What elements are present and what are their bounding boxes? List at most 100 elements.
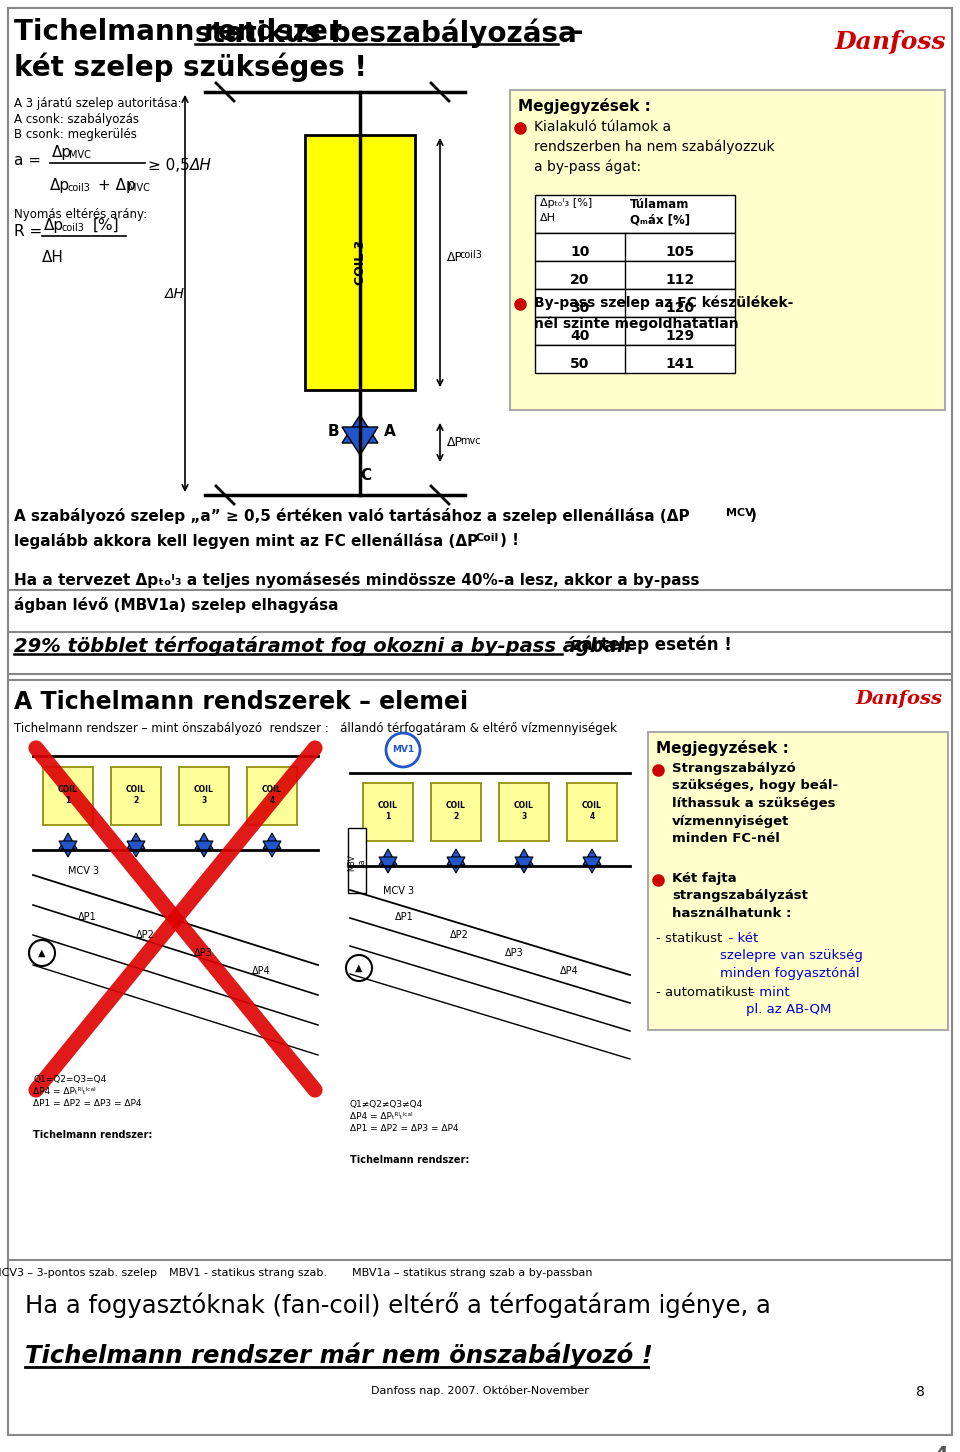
Bar (535, 317, 735, 346)
Text: MV1: MV1 (392, 745, 414, 755)
Text: ágban lévő (MBV1a) szelep elhagyása: ágban lévő (MBV1a) szelep elhagyása (14, 597, 339, 613)
Polygon shape (263, 833, 281, 849)
Text: ΔP1: ΔP1 (78, 912, 97, 922)
Text: MCV3 – 3-pontos szab. szelep: MCV3 – 3-pontos szab. szelep (0, 1268, 157, 1278)
Polygon shape (195, 841, 213, 857)
Text: ≥ 0,5: ≥ 0,5 (148, 158, 190, 173)
Text: MCV: MCV (726, 508, 754, 518)
Bar (535, 232, 735, 261)
Bar (43, 767, 93, 825)
Text: 112: 112 (665, 273, 695, 287)
Text: Δpₜₒᴵ₃ [%]: Δpₜₒᴵ₃ [%] (540, 197, 592, 208)
Text: Megjegyzések :: Megjegyzések : (518, 97, 651, 115)
Text: ΔP: ΔP (447, 251, 463, 264)
Text: MBV1a – statikus strang szab a by-passban: MBV1a – statikus strang szab a by-passba… (351, 1268, 592, 1278)
Text: COIL
2: COIL 2 (446, 802, 466, 820)
Text: COIL
3: COIL 3 (514, 802, 534, 820)
Text: Tichelmann rendszer már nem önszabályozó !: Tichelmann rendszer már nem önszabályozó… (25, 1342, 653, 1368)
Text: R =: R = (14, 224, 42, 240)
Text: ΔH: ΔH (540, 213, 556, 224)
Text: ΔH: ΔH (190, 158, 212, 173)
Text: 8: 8 (916, 1385, 924, 1398)
Text: [%]: [%] (93, 218, 120, 232)
Polygon shape (583, 857, 601, 873)
Text: statikus beszabályozása: statikus beszabályozása (195, 17, 577, 48)
Bar (499, 783, 549, 841)
Polygon shape (342, 427, 378, 454)
Polygon shape (447, 849, 465, 865)
Text: ΔP4: ΔP4 (252, 966, 271, 976)
Text: ΔP: ΔP (447, 437, 463, 450)
Polygon shape (195, 833, 213, 849)
Text: Δp: Δp (44, 218, 64, 232)
Bar (8, 632, 952, 674)
Text: Nyomás eltérés arány:: Nyomás eltérés arány: (14, 208, 147, 221)
Bar (567, 783, 617, 841)
Polygon shape (59, 841, 77, 857)
Text: 20: 20 (570, 273, 589, 287)
Text: Coil: Coil (476, 533, 499, 543)
Text: Δp: Δp (52, 145, 72, 160)
Polygon shape (515, 849, 533, 865)
Text: 141: 141 (665, 357, 695, 372)
Text: Tichelmann rendszer: Tichelmann rendszer (14, 17, 351, 46)
Text: Tichelmann rendszer:: Tichelmann rendszer: (350, 1154, 469, 1165)
Text: - mint
pl. az AB-QM: - mint pl. az AB-QM (746, 986, 831, 1016)
Polygon shape (583, 849, 601, 865)
Text: ) !: ) ! (500, 533, 519, 547)
Polygon shape (342, 415, 378, 443)
Text: 30: 30 (570, 301, 589, 315)
Text: MBV1 - statikus strang szab.: MBV1 - statikus strang szab. (169, 1268, 327, 1278)
Text: zártelep esetén !: zártelep esetén ! (566, 636, 732, 655)
Text: Q1=Q2=Q3=Q4
ΔP4 = ΔPₜᴿᴵₜᴵᶜᵃˡ
ΔP1 = ΔP2 = ΔP3 = ΔP4: Q1=Q2=Q3=Q4 ΔP4 = ΔPₜᴿᴵₜᴵᶜᵃˡ ΔP1 = ΔP2 =… (33, 1074, 141, 1108)
Text: Q1≠Q2≠Q3≠Q4
ΔP4 = ΔPₜᴿᴵₜᴵᶜᵃˡ
ΔP1 = ΔP2 = ΔP3 = ΔP4: Q1≠Q2≠Q3≠Q4 ΔP4 = ΔPₜᴿᴵₜᴵᶜᵃˡ ΔP1 = ΔP2 =… (350, 1101, 459, 1133)
Text: A csonk: szabályozás: A csonk: szabályozás (14, 113, 139, 126)
Polygon shape (379, 849, 397, 865)
Text: –: – (560, 17, 584, 46)
Circle shape (386, 733, 420, 767)
Text: ΔP3: ΔP3 (505, 948, 524, 958)
Text: COIL
4: COIL 4 (262, 786, 282, 804)
Polygon shape (127, 833, 145, 849)
Text: Két fajta
strangszabályzást
használhatunk :: Két fajta strangszabályzást használhatun… (672, 873, 808, 921)
Bar (8, 680, 952, 1260)
Polygon shape (127, 841, 145, 857)
Text: Qₘáx [%]: Qₘáx [%] (630, 213, 690, 227)
Text: 4: 4 (934, 1445, 948, 1452)
Text: COIL
3: COIL 3 (194, 786, 214, 804)
Text: B: B (328, 424, 340, 439)
Text: A szabályozó szelep „a” ≥ 0,5 értéken való tartásához a szelep ellenállása (ΔP: A szabályozó szelep „a” ≥ 0,5 értéken va… (14, 508, 689, 524)
Text: Ha a fogyasztóknak (fan-coil) eltérő a térfogatáram igénye, a: Ha a fogyasztóknak (fan-coil) eltérő a t… (25, 1292, 771, 1318)
Text: 40: 40 (570, 330, 589, 343)
Text: mvc: mvc (460, 436, 481, 446)
Text: ΔH: ΔH (165, 286, 185, 301)
Text: ): ) (750, 508, 756, 523)
Text: MVC: MVC (69, 150, 91, 160)
Text: MCV 3: MCV 3 (383, 886, 414, 896)
Text: Strangszabályzó
szükséges, hogy beál-
líthassuk a szükséges
vízmennyiséget
minde: Strangszabályzó szükséges, hogy beál- lí… (672, 762, 838, 845)
Circle shape (29, 939, 55, 966)
Text: Túlamam: Túlamam (630, 197, 689, 211)
Bar (535, 346, 735, 373)
Text: - statikust: - statikust (656, 932, 722, 945)
Text: 50: 50 (570, 357, 589, 372)
Text: 29% többlet térfogatáramot fog okozni a by-pass ágban: 29% többlet térfogatáramot fog okozni a … (14, 636, 631, 656)
Text: B csonk: megkerülés: B csonk: megkerülés (14, 128, 137, 141)
Text: COIL
4: COIL 4 (582, 802, 602, 820)
Text: By-pass szelep az FC készülékek-
nél szinte megoldhatatlan: By-pass szelep az FC készülékek- nél szi… (534, 296, 793, 331)
Text: MVC: MVC (128, 183, 150, 193)
Bar (535, 261, 735, 289)
Polygon shape (379, 857, 397, 873)
Bar (247, 767, 297, 825)
Text: legalább akkora kell legyen mint az FC ellenállása (ΔP: legalább akkora kell legyen mint az FC e… (14, 533, 478, 549)
Text: Danfoss: Danfoss (855, 690, 942, 709)
Text: A 3 járatú szelep autoritása:: A 3 járatú szelep autoritása: (14, 97, 181, 110)
Text: a =: a = (14, 152, 41, 168)
Text: Danfoss: Danfoss (835, 30, 947, 54)
Text: Δp: Δp (50, 179, 70, 193)
Text: ΔP2: ΔP2 (450, 929, 468, 939)
Text: Kialakuló túlamok a
rendszerben ha nem szabályozzuk
a by-pass ágat:: Kialakuló túlamok a rendszerben ha nem s… (534, 121, 775, 174)
Bar (535, 195, 735, 232)
Text: MCV 3: MCV 3 (68, 865, 99, 876)
Text: ▲: ▲ (38, 948, 46, 958)
